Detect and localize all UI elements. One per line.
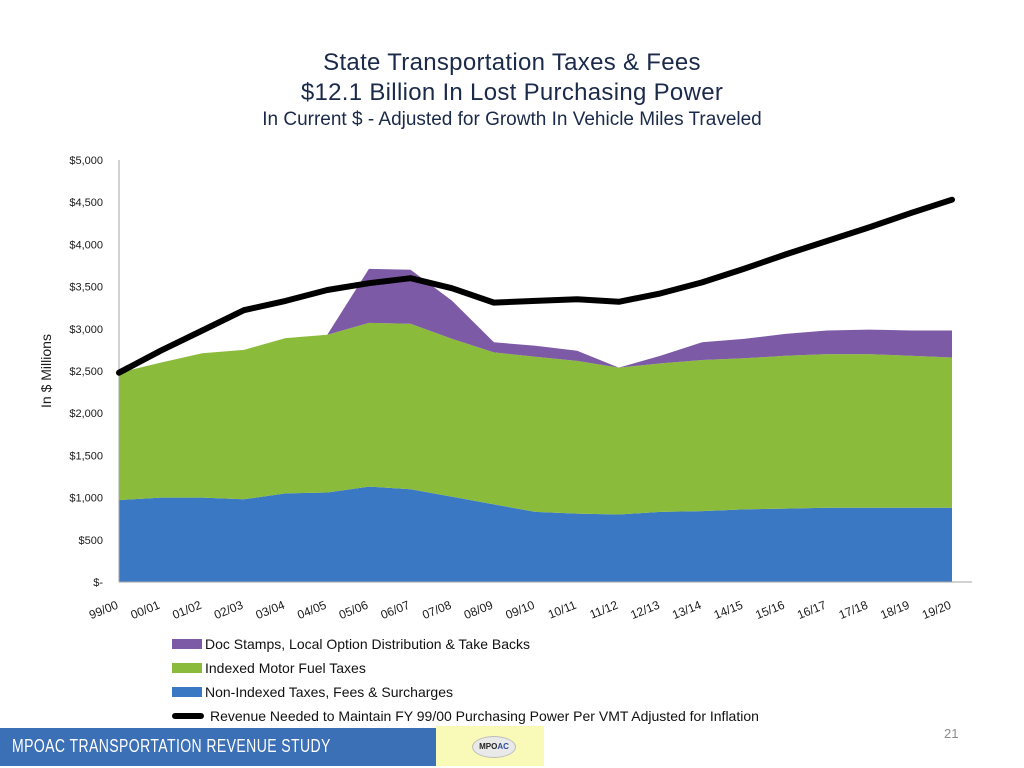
y-tick-label: $2,000 <box>69 408 103 420</box>
x-tick-label: 18/19 <box>878 598 911 622</box>
x-tick-label: 17/18 <box>837 598 870 622</box>
area-doc-stamps <box>119 268 952 373</box>
legend-item-indexed: Indexed Motor Fuel Taxes <box>172 656 759 680</box>
legend-item-non-indexed: Non-Indexed Taxes, Fees & Surcharges <box>172 680 759 704</box>
legend-item-revenue-needed: Revenue Needed to Maintain FY 99/00 Purc… <box>172 704 759 728</box>
x-tick-label: 14/15 <box>712 598 745 622</box>
y-tick-label: $5,000 <box>69 155 103 167</box>
chart-subtitle: In Current $ - Adjusted for Growth In Ve… <box>262 109 762 130</box>
x-tick-label: 07/08 <box>420 598 453 622</box>
legend-swatch-non-indexed <box>172 687 202 697</box>
x-tick-label: 01/02 <box>170 598 203 622</box>
x-tick-label: 02/03 <box>212 598 245 622</box>
y-tick-label: $4,000 <box>69 239 103 251</box>
x-tick-label: 15/16 <box>753 598 786 622</box>
chart-legend: Doc Stamps, Local Option Distribution & … <box>172 632 759 728</box>
x-tick-label: 05/06 <box>337 598 370 622</box>
chart-title-line-2: $12.1 Billion In Lost Purchasing Power <box>300 79 724 106</box>
mpoac-logo: MPOAC <box>472 736 516 758</box>
legend-item-doc-stamps: Doc Stamps, Local Option Distribution & … <box>172 632 759 656</box>
chart-title-line-1: State Transportation Taxes & Fees <box>323 49 701 76</box>
y-tick-label: $3,000 <box>69 324 103 336</box>
legend-swatch-doc-stamps <box>172 639 202 649</box>
x-tick-label: 12/13 <box>628 598 661 622</box>
y-tick-label: $4,500 <box>69 197 103 209</box>
legend-label-revenue-needed: Revenue Needed to Maintain FY 99/00 Purc… <box>210 708 759 724</box>
x-tick-label: 00/01 <box>129 598 162 622</box>
x-tick-label: 11/12 <box>588 598 621 622</box>
x-tick-label: 03/04 <box>254 598 287 622</box>
x-tick-label: 19/20 <box>920 598 953 622</box>
x-tick-label: 10/11 <box>546 598 579 622</box>
page-number: 21 <box>944 726 959 741</box>
area-indexed <box>119 322 952 515</box>
legend-swatch-indexed <box>172 663 202 673</box>
y-tick-label: $2,500 <box>69 366 103 378</box>
footer-logo-panel: MPOAC <box>436 726 544 766</box>
x-tick-label: 16/17 <box>795 598 828 622</box>
y-tick-label: $1,000 <box>69 493 103 505</box>
legend-label-indexed: Indexed Motor Fuel Taxes <box>205 660 366 676</box>
revenue-area-chart: $- $500 $1,000 $1,500 $2,000 $2,500 $3,000 $3,5… <box>38 155 972 622</box>
y-axis-label: In $ Millions <box>38 334 54 408</box>
footer-bar: MPOAC TRANSPORTATION REVENUE STUDY <box>0 728 436 766</box>
legend-swatch-revenue-needed <box>172 713 204 719</box>
x-tick-label: 99/00 <box>87 598 120 622</box>
x-tick-label: 06/07 <box>379 598 412 622</box>
y-tick-label: $3,500 <box>69 282 103 294</box>
x-tick-label: 13/14 <box>670 598 703 622</box>
y-tick-label: $1,500 <box>69 450 103 462</box>
x-tick-label: 09/10 <box>504 598 537 622</box>
footer-study-label: MPOAC TRANSPORTATION REVENUE STUDY <box>12 736 331 756</box>
area-non-indexed <box>119 486 952 582</box>
x-tick-label: 04/05 <box>295 598 328 622</box>
legend-label-non-indexed: Non-Indexed Taxes, Fees & Surcharges <box>205 684 453 700</box>
revenue-needed-line <box>116 196 955 376</box>
y-tick-label: $500 <box>79 535 103 547</box>
legend-label-doc-stamps: Doc Stamps, Local Option Distribution & … <box>205 636 531 652</box>
x-tick-label: 08/09 <box>462 598 495 622</box>
chart-title: State Transportation Taxes & Fees $12.1 … <box>0 48 1024 132</box>
y-tick-label: $- <box>93 577 103 589</box>
